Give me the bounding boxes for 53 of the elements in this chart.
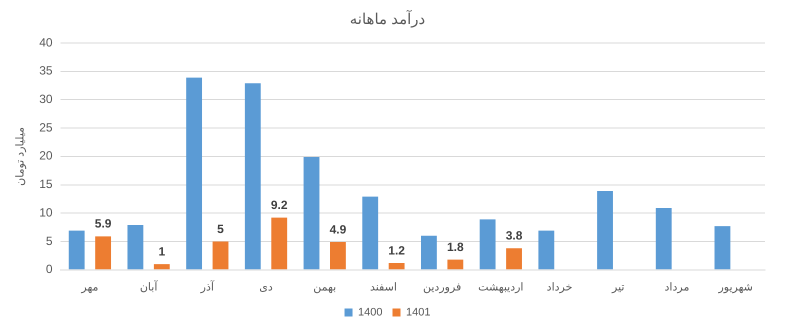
y-axis-title: میلیارد تومان [14,126,27,186]
data-label: 1 [158,244,166,258]
legend-label: 1401 [406,306,430,319]
x-tick-label: اردیبهشت [478,281,524,294]
x-tick-label: مرداد [664,281,690,294]
x-tick-label: خرداد [546,281,572,294]
bar [362,196,378,270]
bar [154,264,170,270]
data-label: 5.9 [94,216,112,231]
x-tick-label: آبان [140,279,158,294]
x-tick-label: فروردین [422,281,462,294]
bar [68,230,85,270]
data-label: 5 [217,222,224,236]
bar [271,218,288,270]
bar [714,226,730,270]
x-tick-label: شهریور [717,281,753,294]
bar [186,78,202,270]
legend-label: 1400 [358,306,383,319]
bar [506,248,522,270]
bar [127,225,144,270]
y-tick-label: 35 [39,64,53,78]
bar [304,156,320,270]
bar [388,262,405,270]
bar [656,208,672,270]
bar [212,241,228,270]
bar [330,242,346,270]
y-tick-label: 15 [39,177,53,192]
y-tick-label: 5 [46,234,53,248]
y-tick-label: 0 [46,262,53,276]
x-tick-label: اسفند [370,281,397,294]
data-label: 3.8 [506,228,523,243]
x-tick-label: تیر [611,281,624,294]
bar [420,236,437,270]
bar [538,230,554,270]
bar [447,260,464,270]
bar [480,219,496,270]
data-label: 1.8 [446,240,464,254]
x-tick-label: مهر [80,281,99,294]
bar [244,83,261,270]
data-label: 4.9 [330,222,347,236]
bar [597,190,613,270]
y-tick-label: 20 [39,148,53,163]
chart-title: درآمد ماهانه [350,9,426,28]
data-label: 1.2 [388,243,406,258]
x-tick-label: دی [259,281,273,294]
y-tick-label: 40 [39,35,53,50]
y-tick-label: 30 [39,92,53,106]
x-tick-label: آذر [200,279,215,294]
y-tick-label: 25 [39,120,53,134]
bar [95,236,112,270]
data-label: 9.2 [270,198,288,212]
y-tick-label: 10 [39,205,53,220]
x-tick-label: بهمن [313,281,336,294]
